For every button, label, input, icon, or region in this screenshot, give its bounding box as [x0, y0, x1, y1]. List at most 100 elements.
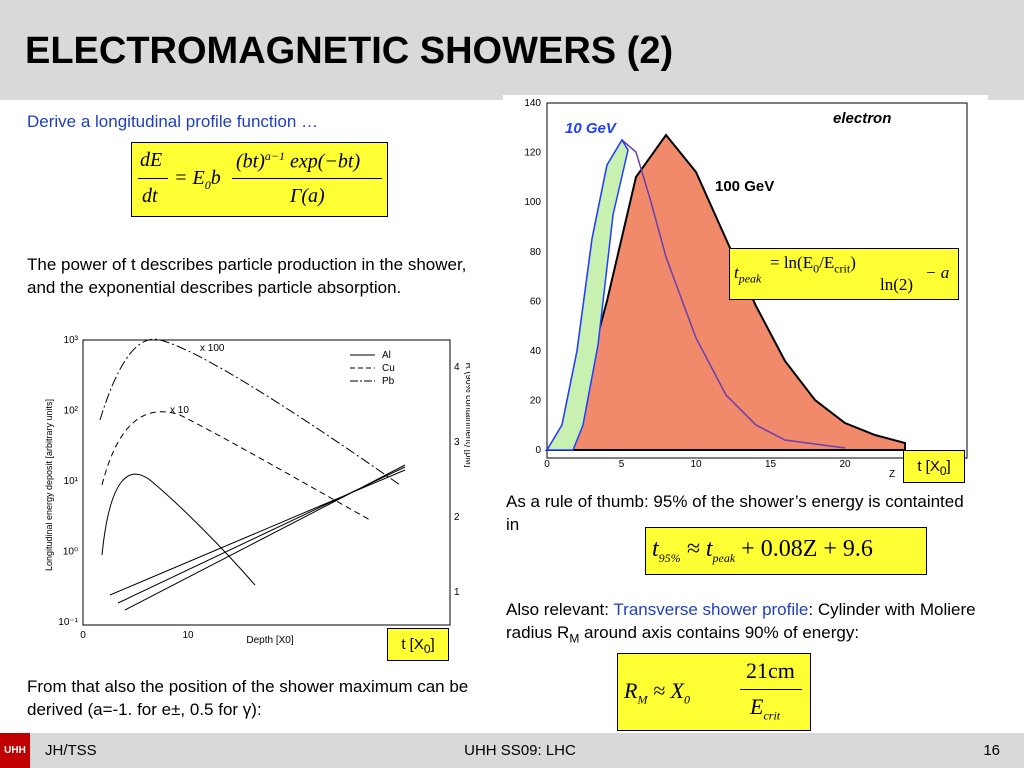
approx: ≈ X [652, 678, 684, 703]
exp: exp(−bt) [290, 150, 361, 173]
approx: ≈ t [686, 536, 713, 562]
y-tick-label: 140 [524, 98, 541, 109]
axis-note: t [X0] [387, 628, 449, 661]
intro: Derive a longitudinal profile function … [27, 112, 319, 131]
annotation: x 10 [170, 405, 189, 416]
sub: M [637, 692, 648, 707]
sub: peak [712, 550, 736, 565]
y-tick-label: 40 [530, 346, 542, 357]
x-tick-label: 15 [765, 459, 777, 470]
sub: crit [763, 708, 781, 723]
corner-label: Z [889, 469, 895, 480]
y-tick-label: 10¹ [64, 476, 79, 487]
logo: UHH [0, 733, 30, 768]
frac-line [232, 178, 382, 179]
footer-left: JH/TSS [45, 742, 97, 759]
t: t [652, 536, 659, 562]
link: Transverse shower profile [613, 600, 809, 619]
shower-100gev [544, 133, 906, 451]
formula-t95: t95% ≈ tpeak + 0.08Z + 9.6 [645, 527, 927, 575]
plot-label: electron [833, 110, 891, 127]
formula-tpeak: tpeak = ln(E0/Ecrit) ln(2) − a [729, 248, 959, 300]
curve [109, 464, 406, 611]
close: ) [850, 253, 856, 272]
y-tick-label: 120 [524, 148, 541, 159]
end: ] [430, 636, 435, 653]
sub: peak [738, 271, 762, 286]
sub: 0 [683, 692, 690, 707]
axes [546, 102, 968, 459]
frac-den: dt [142, 185, 158, 207]
y2-tick-label: 4 [454, 362, 460, 373]
y2-tick-label: 1 [454, 587, 460, 598]
text-3: As a rule of thumb: 95% of the shower’s … [506, 492, 964, 534]
num: (bt)a−1 exp(−bt) [236, 149, 360, 174]
x-axis-label: Depth [X0] [246, 635, 293, 646]
t: : Cylinder with Moliere radius R [506, 600, 976, 642]
eq: = ln(E [770, 253, 814, 272]
x-tick-label: 20 [839, 459, 851, 470]
eq: = E0b [174, 167, 221, 193]
text-1: The power of t describes particle produc… [27, 255, 467, 297]
sub: 0 [204, 178, 211, 192]
rest: + 0.08Z + 9.6 [741, 536, 873, 562]
y-tick-label: 10⁰ [63, 547, 78, 558]
sub: 0 [813, 261, 820, 276]
slide-title: ELECTROMAGNETIC SHOWERS (2) [25, 30, 674, 72]
den: ln(2) [880, 275, 914, 294]
eq-text: = E [174, 167, 205, 189]
x-tick-label: 10 [690, 459, 702, 470]
legend-label: Pb [382, 376, 395, 387]
e: E [750, 694, 764, 719]
y-tick-label: 100 [524, 197, 541, 208]
formula-profile: dE dt = E0b (bt)a−1 exp(−bt) Γ(a) [131, 142, 388, 217]
text-2: From that also the position of the showe… [27, 677, 469, 719]
y-tick-label: 10² [64, 406, 79, 417]
y2-tick-label: 3 [454, 437, 460, 448]
t: t [X [401, 636, 424, 653]
x-tick-label: 5 [619, 459, 625, 470]
end: ] [946, 458, 951, 475]
axis-note: t [X0] [903, 450, 965, 483]
y2-tick-label: 2 [454, 512, 460, 523]
t: t [X [917, 458, 940, 475]
title-bar [0, 0, 1024, 100]
sub: crit [834, 261, 851, 276]
y-axis-label: Longitudinal energy deposit [arbitrary u… [44, 399, 54, 571]
text-4: Also relevant: Transverse shower profile… [506, 598, 991, 650]
curve [101, 411, 371, 521]
frac-line [740, 689, 802, 690]
y2-axis-label: R (90% containment) [ρM] [464, 363, 470, 468]
legend-label: Al [382, 350, 391, 361]
sub: 0 [423, 642, 431, 656]
curve [99, 338, 401, 486]
t: t [734, 263, 739, 282]
y-tick-label: 80 [530, 247, 542, 258]
x-tick-label: 0 [544, 459, 550, 470]
sub: 95% [658, 550, 681, 565]
y-tick-label: 20 [530, 396, 542, 407]
sup: a−1 [264, 149, 285, 163]
legend-label: Cu [382, 363, 395, 374]
bt: (bt) [236, 150, 265, 173]
x-tick-label: 10 [182, 630, 194, 641]
annotation: x 100 [200, 343, 225, 354]
y-tick-label: 10³ [64, 335, 79, 346]
plot-label: 10 GeV [565, 120, 618, 137]
frac-num: dE [140, 149, 163, 171]
sub: 0 [939, 464, 947, 478]
plot-label: 100 GeV [715, 178, 774, 195]
t: around axis contains 90% of energy: [579, 623, 860, 642]
y-tick-label: 0 [535, 445, 541, 456]
minus: − a [925, 263, 950, 282]
curve [101, 473, 256, 586]
b: b [210, 167, 221, 189]
footer [0, 733, 1024, 768]
footer-center: UHH SS09: LHC [464, 742, 576, 759]
y-tick-label: 60 [530, 296, 542, 307]
x-tick-label: 0 [80, 630, 86, 641]
y-tick-label: 10⁻¹ [58, 617, 78, 628]
formula-rm: RM ≈ X0 21cm Ecrit [617, 653, 811, 731]
